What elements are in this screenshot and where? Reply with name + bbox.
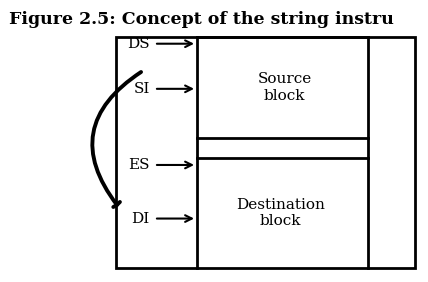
- Bar: [116, 37, 415, 268]
- Text: DS: DS: [127, 37, 150, 51]
- Text: Figure 2.5: Concept of the string instru: Figure 2.5: Concept of the string instru: [9, 11, 393, 28]
- Text: SI: SI: [134, 82, 150, 96]
- Text: ES: ES: [128, 158, 150, 172]
- Text: Source
block: Source block: [258, 72, 312, 103]
- Text: DI: DI: [131, 212, 150, 226]
- Text: Destination
block: Destination block: [236, 198, 325, 228]
